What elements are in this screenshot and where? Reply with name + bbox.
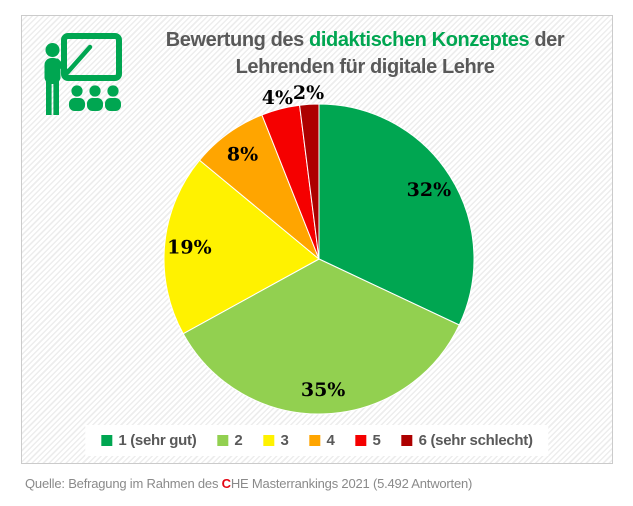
source-highlight: C	[221, 476, 231, 491]
legend-label-3: 3	[280, 432, 289, 449]
title-part-1: Bewertung des	[165, 29, 310, 51]
legend-label-5: 5	[372, 432, 381, 449]
pie-slice-1	[318, 103, 475, 326]
legend-label-6: 6 (sehr schlecht)	[418, 432, 533, 449]
source-part-2: HE Masterrankings 2021 (5.492 Antworten)	[230, 476, 473, 491]
legend-label-2: 2	[234, 432, 243, 449]
legend-label-1: 1 (sehr gut)	[118, 432, 197, 449]
title-part-3: der	[529, 29, 565, 51]
legend-swatch-5	[355, 435, 367, 446]
title-line-2: Lehrenden für digitale Lehre	[235, 56, 495, 78]
pie-slice-2	[182, 258, 460, 415]
pie-slice-3	[163, 159, 320, 335]
pie-slice-label-6: 2%	[293, 82, 324, 104]
pie-slice-label-1: 32%	[407, 179, 452, 201]
pointer-stick-icon	[64, 44, 93, 76]
legend-item-2: 2	[217, 432, 243, 449]
legend-swatch-3	[263, 435, 275, 446]
legend-item-6: 6 (sehr schlecht)	[401, 432, 533, 449]
source-part-1: Quelle: Befragung im Rahmen des	[25, 476, 222, 491]
teacher-presentation-icon-svg	[44, 33, 122, 115]
legend-item-3: 3	[263, 432, 289, 449]
legend-item-5: 5	[355, 432, 381, 449]
teacher-presentation-icon	[36, 29, 128, 125]
pie-slice-label-5: 4%	[262, 87, 293, 109]
chart-legend: 1 (sehr gut) 2 3 4 5 6 (sehr schlecht)	[85, 425, 549, 456]
chart-panel: Bewertung des didaktischen Konzeptes der…	[21, 15, 613, 464]
whiteboard-icon	[61, 33, 122, 81]
pie-chart: 32% 35% 19% 8% 4% 2%	[163, 82, 475, 415]
legend-swatch-4	[309, 435, 321, 446]
pie-slice-label-4: 8%	[227, 144, 258, 166]
source-caption: Quelle: Befragung im Rahmen des CHE Mast…	[25, 476, 472, 491]
audience-icons	[69, 85, 121, 111]
legend-item-4: 4	[309, 432, 335, 449]
legend-swatch-2	[217, 435, 229, 446]
pie-slice-label-3: 19%	[167, 237, 212, 259]
legend-item-1: 1 (sehr gut)	[101, 432, 197, 449]
pie-slice-label-2: 35%	[301, 379, 346, 401]
chart-title: Bewertung des didaktischen Konzeptes der…	[126, 27, 604, 81]
title-highlight: didaktischen Konzeptes	[309, 29, 530, 51]
legend-swatch-1	[101, 435, 113, 446]
pie-slice-6	[299, 103, 320, 260]
teacher-figure-icon	[44, 43, 61, 115]
legend-label-4: 4	[326, 432, 335, 449]
legend-swatch-6	[401, 435, 413, 446]
